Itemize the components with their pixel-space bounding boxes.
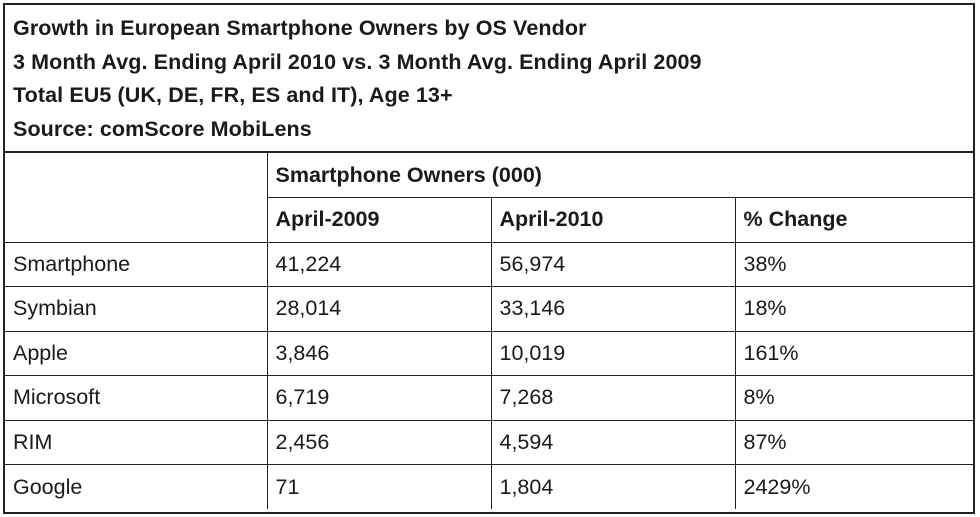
table-header: Growth in European Smartphone Owners by … xyxy=(5,5,973,153)
owners-table: Smartphone Owners (000) April-2009 April… xyxy=(5,153,973,509)
april-2010-cell: 56,974 xyxy=(491,242,736,287)
row-label-cell: RIM xyxy=(5,420,268,465)
table-row: Apple 3,846 10,019 161% xyxy=(5,331,973,376)
row-label-cell: Apple xyxy=(5,331,268,376)
table-row: Microsoft 6,719 7,268 8% xyxy=(5,375,973,421)
column-header-change: % Change xyxy=(735,197,973,243)
change-cell: 8% xyxy=(735,375,973,421)
column-header-april-2010: April-2010 xyxy=(491,197,736,243)
april-2009-cell: 41,224 xyxy=(267,242,492,287)
data-table-frame: Growth in European Smartphone Owners by … xyxy=(3,3,975,514)
april-2010-cell: 10,019 xyxy=(491,331,736,376)
april-2009-cell: 3,846 xyxy=(267,331,492,376)
row-label-cell: Smartphone xyxy=(5,242,268,287)
group-header: Smartphone Owners (000) xyxy=(267,153,973,198)
table-source-note: Source: comScore MobiLens xyxy=(13,116,312,141)
change-cell: 18% xyxy=(735,286,973,332)
column-header-april-2009: April-2009 xyxy=(267,197,492,243)
table-row: Google 71 1,804 2429% xyxy=(5,464,973,509)
table-row: Symbian 28,014 33,146 18% xyxy=(5,286,973,332)
april-2010-cell: 4,594 xyxy=(491,420,736,465)
table-subtitle: 3 Month Avg. Ending April 2010 vs. 3 Mon… xyxy=(13,49,702,74)
row-label-cell: Microsoft xyxy=(5,375,268,421)
column-header-row: April-2009 April-2010 % Change xyxy=(5,197,973,243)
table-title: Growth in European Smartphone Owners by … xyxy=(13,16,587,40)
april-2009-cell: 71 xyxy=(267,464,492,509)
april-2009-cell: 2,456 xyxy=(267,420,492,465)
april-2010-cell: 33,146 xyxy=(491,286,736,332)
row-label-cell: Symbian xyxy=(5,286,268,332)
change-cell: 161% xyxy=(735,331,973,376)
group-header-row: Smartphone Owners (000) xyxy=(5,153,973,243)
april-2009-cell: 28,014 xyxy=(267,286,492,332)
row-label-cell: Google xyxy=(5,464,268,509)
table-geo-note: Total EU5 (UK, DE, FR, ES and IT), Age 1… xyxy=(13,83,453,107)
april-2009-cell: 6,719 xyxy=(267,375,492,421)
change-cell: 38% xyxy=(735,242,973,287)
change-cell: 87% xyxy=(735,420,973,465)
april-2010-cell: 1,804 xyxy=(491,464,736,509)
corner-cell xyxy=(5,153,268,243)
april-2010-cell: 7,268 xyxy=(491,375,736,421)
table-row: RIM 2,456 4,594 87% xyxy=(5,420,973,465)
table-row: Smartphone 41,224 56,974 38% xyxy=(5,242,973,287)
change-cell: 2429% xyxy=(743,474,811,499)
